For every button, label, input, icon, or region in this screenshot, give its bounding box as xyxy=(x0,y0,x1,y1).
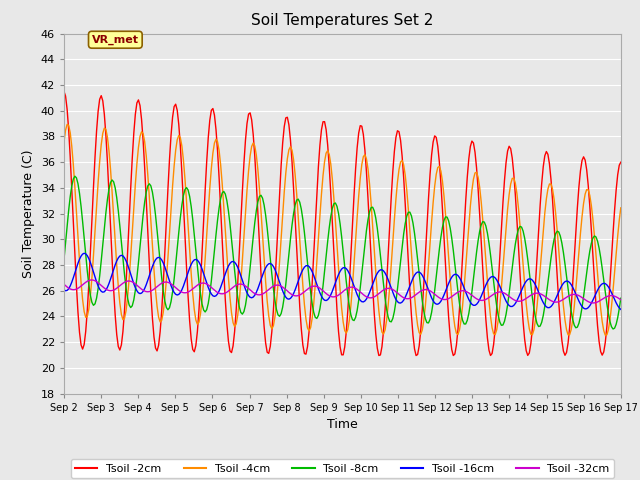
Tsoil -32cm xyxy=(588,300,595,306)
Tsoil -2cm xyxy=(254,210,262,216)
Tsoil -16cm xyxy=(617,307,625,312)
Tsoil -32cm xyxy=(228,286,236,291)
Tsoil -2cm xyxy=(226,348,234,354)
Tsoil -2cm xyxy=(303,344,311,349)
Tsoil -32cm xyxy=(60,281,68,287)
Tsoil -32cm xyxy=(255,292,263,298)
Tsoil -4cm xyxy=(60,139,68,145)
Tsoil -8cm xyxy=(305,275,313,281)
Tsoil -16cm xyxy=(588,300,595,306)
Tsoil -4cm xyxy=(63,121,71,127)
Line: Tsoil -16cm: Tsoil -16cm xyxy=(64,253,621,310)
Tsoil -4cm xyxy=(588,203,595,208)
Tsoil -16cm xyxy=(81,251,88,256)
Tsoil -4cm xyxy=(228,310,236,315)
Tsoil -8cm xyxy=(255,193,263,199)
Tsoil -16cm xyxy=(305,264,313,269)
Tsoil -4cm xyxy=(255,186,263,192)
Tsoil -4cm xyxy=(246,153,254,159)
Tsoil -32cm xyxy=(246,287,254,293)
Tsoil -4cm xyxy=(130,205,138,211)
Tsoil -8cm xyxy=(588,240,595,246)
Tsoil -2cm xyxy=(129,156,136,161)
Tsoil -2cm xyxy=(617,159,625,165)
Tsoil -4cm xyxy=(617,205,625,211)
Line: Tsoil -2cm: Tsoil -2cm xyxy=(64,92,621,356)
Tsoil -32cm xyxy=(589,300,596,306)
Tsoil -2cm xyxy=(412,353,420,359)
Line: Tsoil -32cm: Tsoil -32cm xyxy=(64,280,621,303)
Title: Soil Temperatures Set 2: Soil Temperatures Set 2 xyxy=(252,13,433,28)
Tsoil -32cm xyxy=(88,277,96,283)
Tsoil -8cm xyxy=(60,256,68,262)
Tsoil -16cm xyxy=(60,287,68,293)
Tsoil -4cm xyxy=(602,332,609,338)
X-axis label: Time: Time xyxy=(327,418,358,431)
Line: Tsoil -4cm: Tsoil -4cm xyxy=(64,124,621,335)
Tsoil -8cm xyxy=(246,265,254,271)
Tsoil -2cm xyxy=(244,111,252,117)
Tsoil -16cm xyxy=(130,281,138,287)
Tsoil -8cm xyxy=(71,173,79,179)
Tsoil -8cm xyxy=(617,295,625,301)
Tsoil -16cm xyxy=(255,281,263,287)
Tsoil -32cm xyxy=(130,280,138,286)
Tsoil -8cm xyxy=(228,236,236,241)
Tsoil -4cm xyxy=(305,328,313,334)
Tsoil -8cm xyxy=(609,326,617,332)
Line: Tsoil -8cm: Tsoil -8cm xyxy=(64,176,621,329)
Tsoil -16cm xyxy=(246,294,254,300)
Tsoil -2cm xyxy=(588,227,595,233)
Tsoil -32cm xyxy=(617,297,625,302)
Y-axis label: Soil Temperature (C): Soil Temperature (C) xyxy=(22,149,35,278)
Tsoil -16cm xyxy=(228,259,236,265)
Tsoil -8cm xyxy=(130,297,138,303)
Tsoil -2cm xyxy=(60,89,68,95)
Text: VR_met: VR_met xyxy=(92,35,139,45)
Tsoil -32cm xyxy=(305,285,313,291)
Legend: Tsoil -2cm, Tsoil -4cm, Tsoil -8cm, Tsoil -16cm, Tsoil -32cm: Tsoil -2cm, Tsoil -4cm, Tsoil -8cm, Tsoi… xyxy=(70,459,614,478)
